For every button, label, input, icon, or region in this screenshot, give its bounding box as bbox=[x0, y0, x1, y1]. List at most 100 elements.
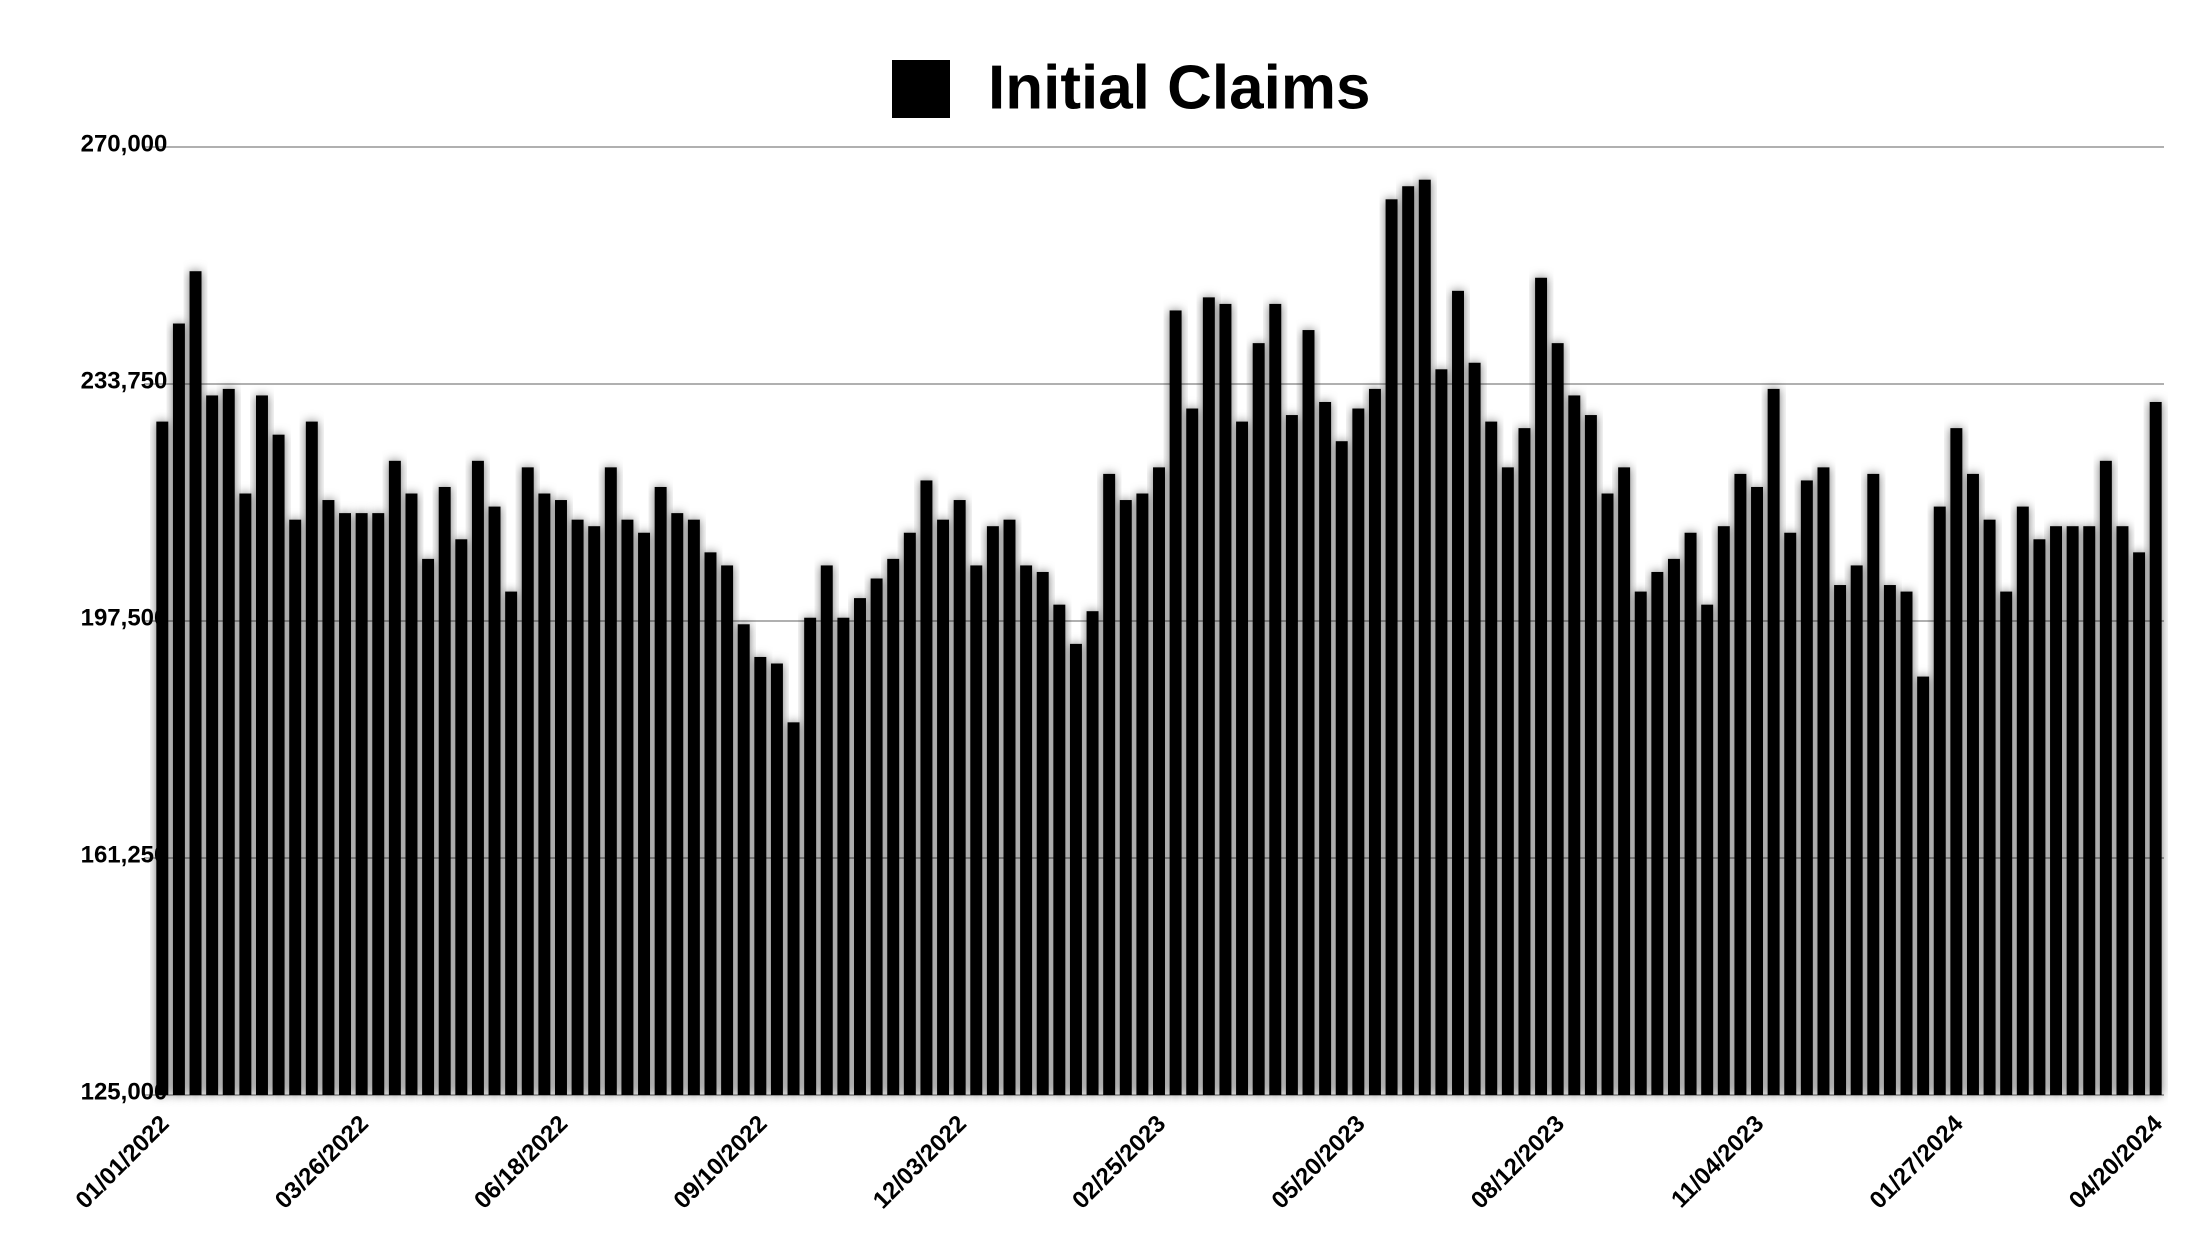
bar bbox=[272, 434, 285, 1096]
bar bbox=[1335, 441, 1348, 1095]
bar bbox=[1817, 467, 1830, 1095]
bar bbox=[1834, 585, 1847, 1095]
bar bbox=[538, 493, 551, 1095]
legend-swatch bbox=[892, 60, 950, 118]
bar bbox=[2133, 552, 2146, 1095]
y-tick-label: 125,000 bbox=[81, 1078, 168, 1105]
bar bbox=[455, 539, 468, 1095]
bar bbox=[156, 421, 169, 1095]
bar bbox=[1551, 343, 1564, 1095]
y-tick-label: 197,500 bbox=[81, 604, 168, 631]
bar bbox=[2149, 401, 2162, 1095]
bar bbox=[1784, 532, 1797, 1095]
bar bbox=[1667, 558, 1680, 1095]
bar bbox=[1717, 526, 1730, 1095]
bar bbox=[355, 513, 368, 1095]
bar bbox=[1186, 408, 1199, 1096]
bar bbox=[787, 722, 800, 1095]
bar bbox=[953, 500, 966, 1095]
bar bbox=[2016, 506, 2029, 1096]
bar bbox=[621, 519, 634, 1095]
bar bbox=[1601, 493, 1614, 1095]
x-tick-label: 11/04/2023 bbox=[1666, 1110, 1769, 1213]
y-tick-label: 270,000 bbox=[81, 130, 168, 157]
bar bbox=[1418, 179, 1431, 1096]
bar bbox=[704, 552, 717, 1095]
bar bbox=[1119, 500, 1132, 1095]
bar bbox=[1352, 408, 1365, 1096]
bar bbox=[1800, 480, 1813, 1096]
x-tick-label: 02/25/2023 bbox=[1067, 1110, 1171, 1214]
bar bbox=[887, 558, 900, 1095]
bar bbox=[1319, 401, 1332, 1095]
bar bbox=[1086, 611, 1099, 1095]
bar bbox=[604, 467, 617, 1095]
bar bbox=[505, 591, 518, 1095]
bar bbox=[1153, 467, 1165, 1095]
bar bbox=[1751, 486, 1763, 1095]
bar bbox=[1950, 428, 1963, 1095]
bar bbox=[820, 565, 833, 1095]
bar bbox=[1767, 388, 1780, 1095]
bar bbox=[837, 617, 850, 1095]
bar bbox=[189, 271, 202, 1095]
bar bbox=[1219, 303, 1232, 1095]
bar bbox=[1966, 473, 1979, 1095]
bar bbox=[1485, 421, 1498, 1095]
bar bbox=[1983, 519, 1996, 1095]
bar bbox=[438, 486, 451, 1095]
bar bbox=[2000, 591, 2013, 1095]
bar bbox=[1933, 506, 1946, 1096]
bar bbox=[588, 526, 601, 1095]
bar bbox=[1701, 604, 1714, 1095]
bar bbox=[1285, 415, 1298, 1095]
y-tick-label: 161,250 bbox=[81, 841, 168, 868]
bar bbox=[770, 663, 783, 1095]
bar bbox=[1584, 415, 1597, 1095]
bar bbox=[903, 532, 916, 1095]
bar bbox=[305, 421, 318, 1095]
bar bbox=[1618, 467, 1631, 1095]
bar bbox=[1900, 591, 1913, 1095]
bar bbox=[920, 480, 933, 1096]
y-tick-label: 233,750 bbox=[81, 367, 168, 394]
bar bbox=[1020, 565, 1033, 1095]
bar bbox=[1883, 585, 1896, 1095]
bars bbox=[156, 179, 2162, 1096]
bar bbox=[737, 624, 750, 1095]
bar bbox=[1053, 604, 1066, 1095]
bar bbox=[2050, 526, 2063, 1095]
bar bbox=[1518, 428, 1531, 1095]
bar bbox=[1867, 473, 1880, 1095]
bar bbox=[1734, 473, 1747, 1095]
bar bbox=[172, 323, 185, 1095]
x-tick-label: 03/26/2022 bbox=[270, 1110, 374, 1214]
bar bbox=[239, 493, 252, 1095]
bar bbox=[1103, 473, 1116, 1095]
bar bbox=[222, 388, 235, 1095]
x-tick-label: 12/03/2022 bbox=[868, 1110, 972, 1214]
bar bbox=[1468, 362, 1481, 1095]
bar bbox=[1634, 591, 1647, 1095]
bar bbox=[1136, 493, 1149, 1095]
bar bbox=[1917, 676, 1930, 1095]
bar bbox=[405, 493, 418, 1095]
bar bbox=[654, 486, 667, 1095]
bar bbox=[970, 565, 983, 1095]
bar bbox=[1385, 199, 1398, 1095]
bar bbox=[1684, 532, 1697, 1095]
bar bbox=[422, 558, 435, 1095]
bar bbox=[1568, 395, 1581, 1095]
bar bbox=[937, 519, 950, 1095]
bar bbox=[339, 513, 352, 1095]
bar bbox=[571, 519, 584, 1095]
bar bbox=[870, 578, 883, 1095]
bar bbox=[1368, 388, 1381, 1095]
bar bbox=[2116, 526, 2129, 1095]
bar bbox=[206, 395, 219, 1095]
x-tick-label: 01/27/2024 bbox=[1865, 1110, 1969, 1214]
x-tick-label: 01/01/2022 bbox=[71, 1110, 175, 1214]
bar bbox=[986, 526, 999, 1095]
